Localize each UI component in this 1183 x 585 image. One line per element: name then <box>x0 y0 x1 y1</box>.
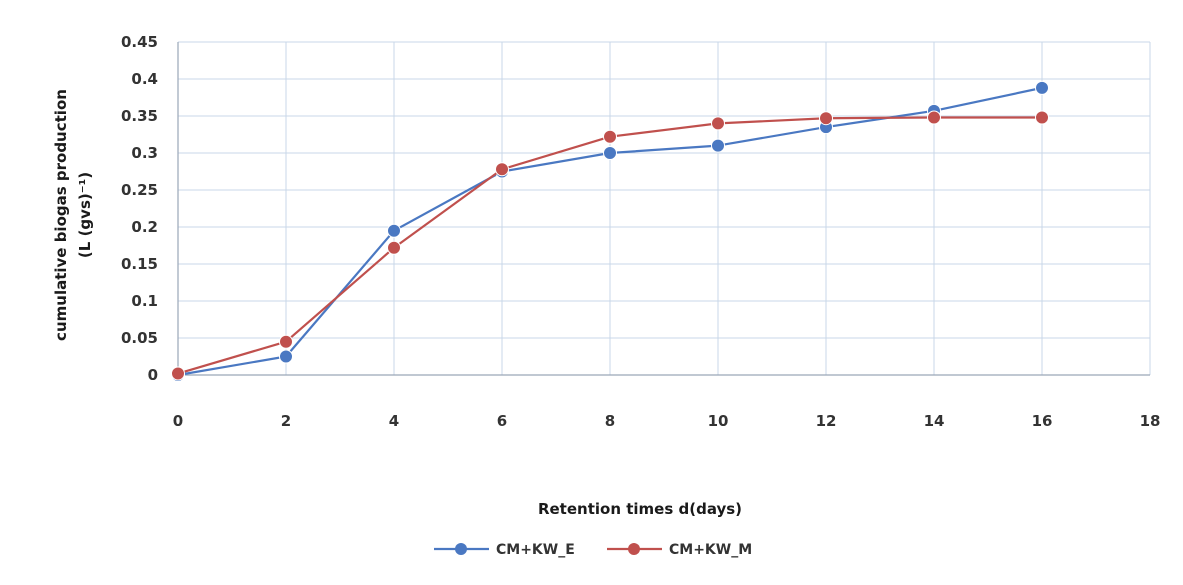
legend-label: CM+KW_M <box>669 542 752 558</box>
data-point <box>711 116 725 131</box>
x-tick-label: 0 <box>173 412 183 430</box>
x-tick-label: 18 <box>1140 412 1161 430</box>
data-point <box>1035 80 1049 95</box>
y-tick-label: 0.3 <box>131 144 158 162</box>
data-point <box>603 129 617 144</box>
data-point <box>387 223 401 238</box>
y-tick-label: 0.05 <box>121 329 158 347</box>
legend-item: CM+KW_M <box>607 542 752 558</box>
data-point <box>927 110 941 125</box>
x-tick-label: 4 <box>389 412 399 430</box>
y-tick-label: 0.35 <box>121 107 158 125</box>
data-point <box>279 334 293 349</box>
legend: CM+KW_E CM+KW_M <box>434 542 752 558</box>
data-point <box>819 111 833 126</box>
data-point <box>387 240 401 255</box>
x-tick-label: 6 <box>497 412 507 430</box>
y-tick-label: 0.1 <box>131 292 158 310</box>
y-tick-label: 0.45 <box>121 33 158 51</box>
y-axis-title-line1: cumulative biogas production <box>52 89 70 341</box>
grid <box>178 41 1151 376</box>
x-tick-label: 16 <box>1032 412 1053 430</box>
data-point <box>171 366 185 381</box>
series-1 <box>171 110 1049 381</box>
legend-marker <box>628 543 640 555</box>
x-tick-label: 12 <box>816 412 837 430</box>
data-point <box>603 146 617 160</box>
axes <box>177 42 1150 376</box>
x-tick-label: 2 <box>281 412 291 430</box>
x-tick-label: 10 <box>708 412 729 430</box>
x-tick-label: 14 <box>924 412 945 430</box>
data-point <box>495 162 509 177</box>
data-point <box>279 349 293 364</box>
y-tick-label: 0.2 <box>131 218 158 236</box>
x-axis-title: Retention times d(days) <box>538 500 742 518</box>
legend-item: CM+KW_E <box>434 542 575 558</box>
series-layer <box>171 80 1049 382</box>
tick-labels: 0 0.05 0.1 0.15 0.2 0.25 0.3 0.35 0.4 0.45 0 2 4 6 8 10… <box>121 33 1160 430</box>
data-point <box>1035 110 1049 125</box>
y-axis-title-line2: (L (gvs)⁻¹) <box>76 172 94 258</box>
legend-label: CM+KW_E <box>496 542 575 558</box>
legend-marker <box>455 543 467 555</box>
y-tick-label: 0.4 <box>131 70 158 88</box>
y-tick-label: 0.25 <box>121 181 158 199</box>
y-tick-label: 0 <box>148 366 158 384</box>
x-tick-label: 8 <box>605 412 615 430</box>
data-point <box>711 138 725 153</box>
y-tick-label: 0.15 <box>121 255 158 273</box>
